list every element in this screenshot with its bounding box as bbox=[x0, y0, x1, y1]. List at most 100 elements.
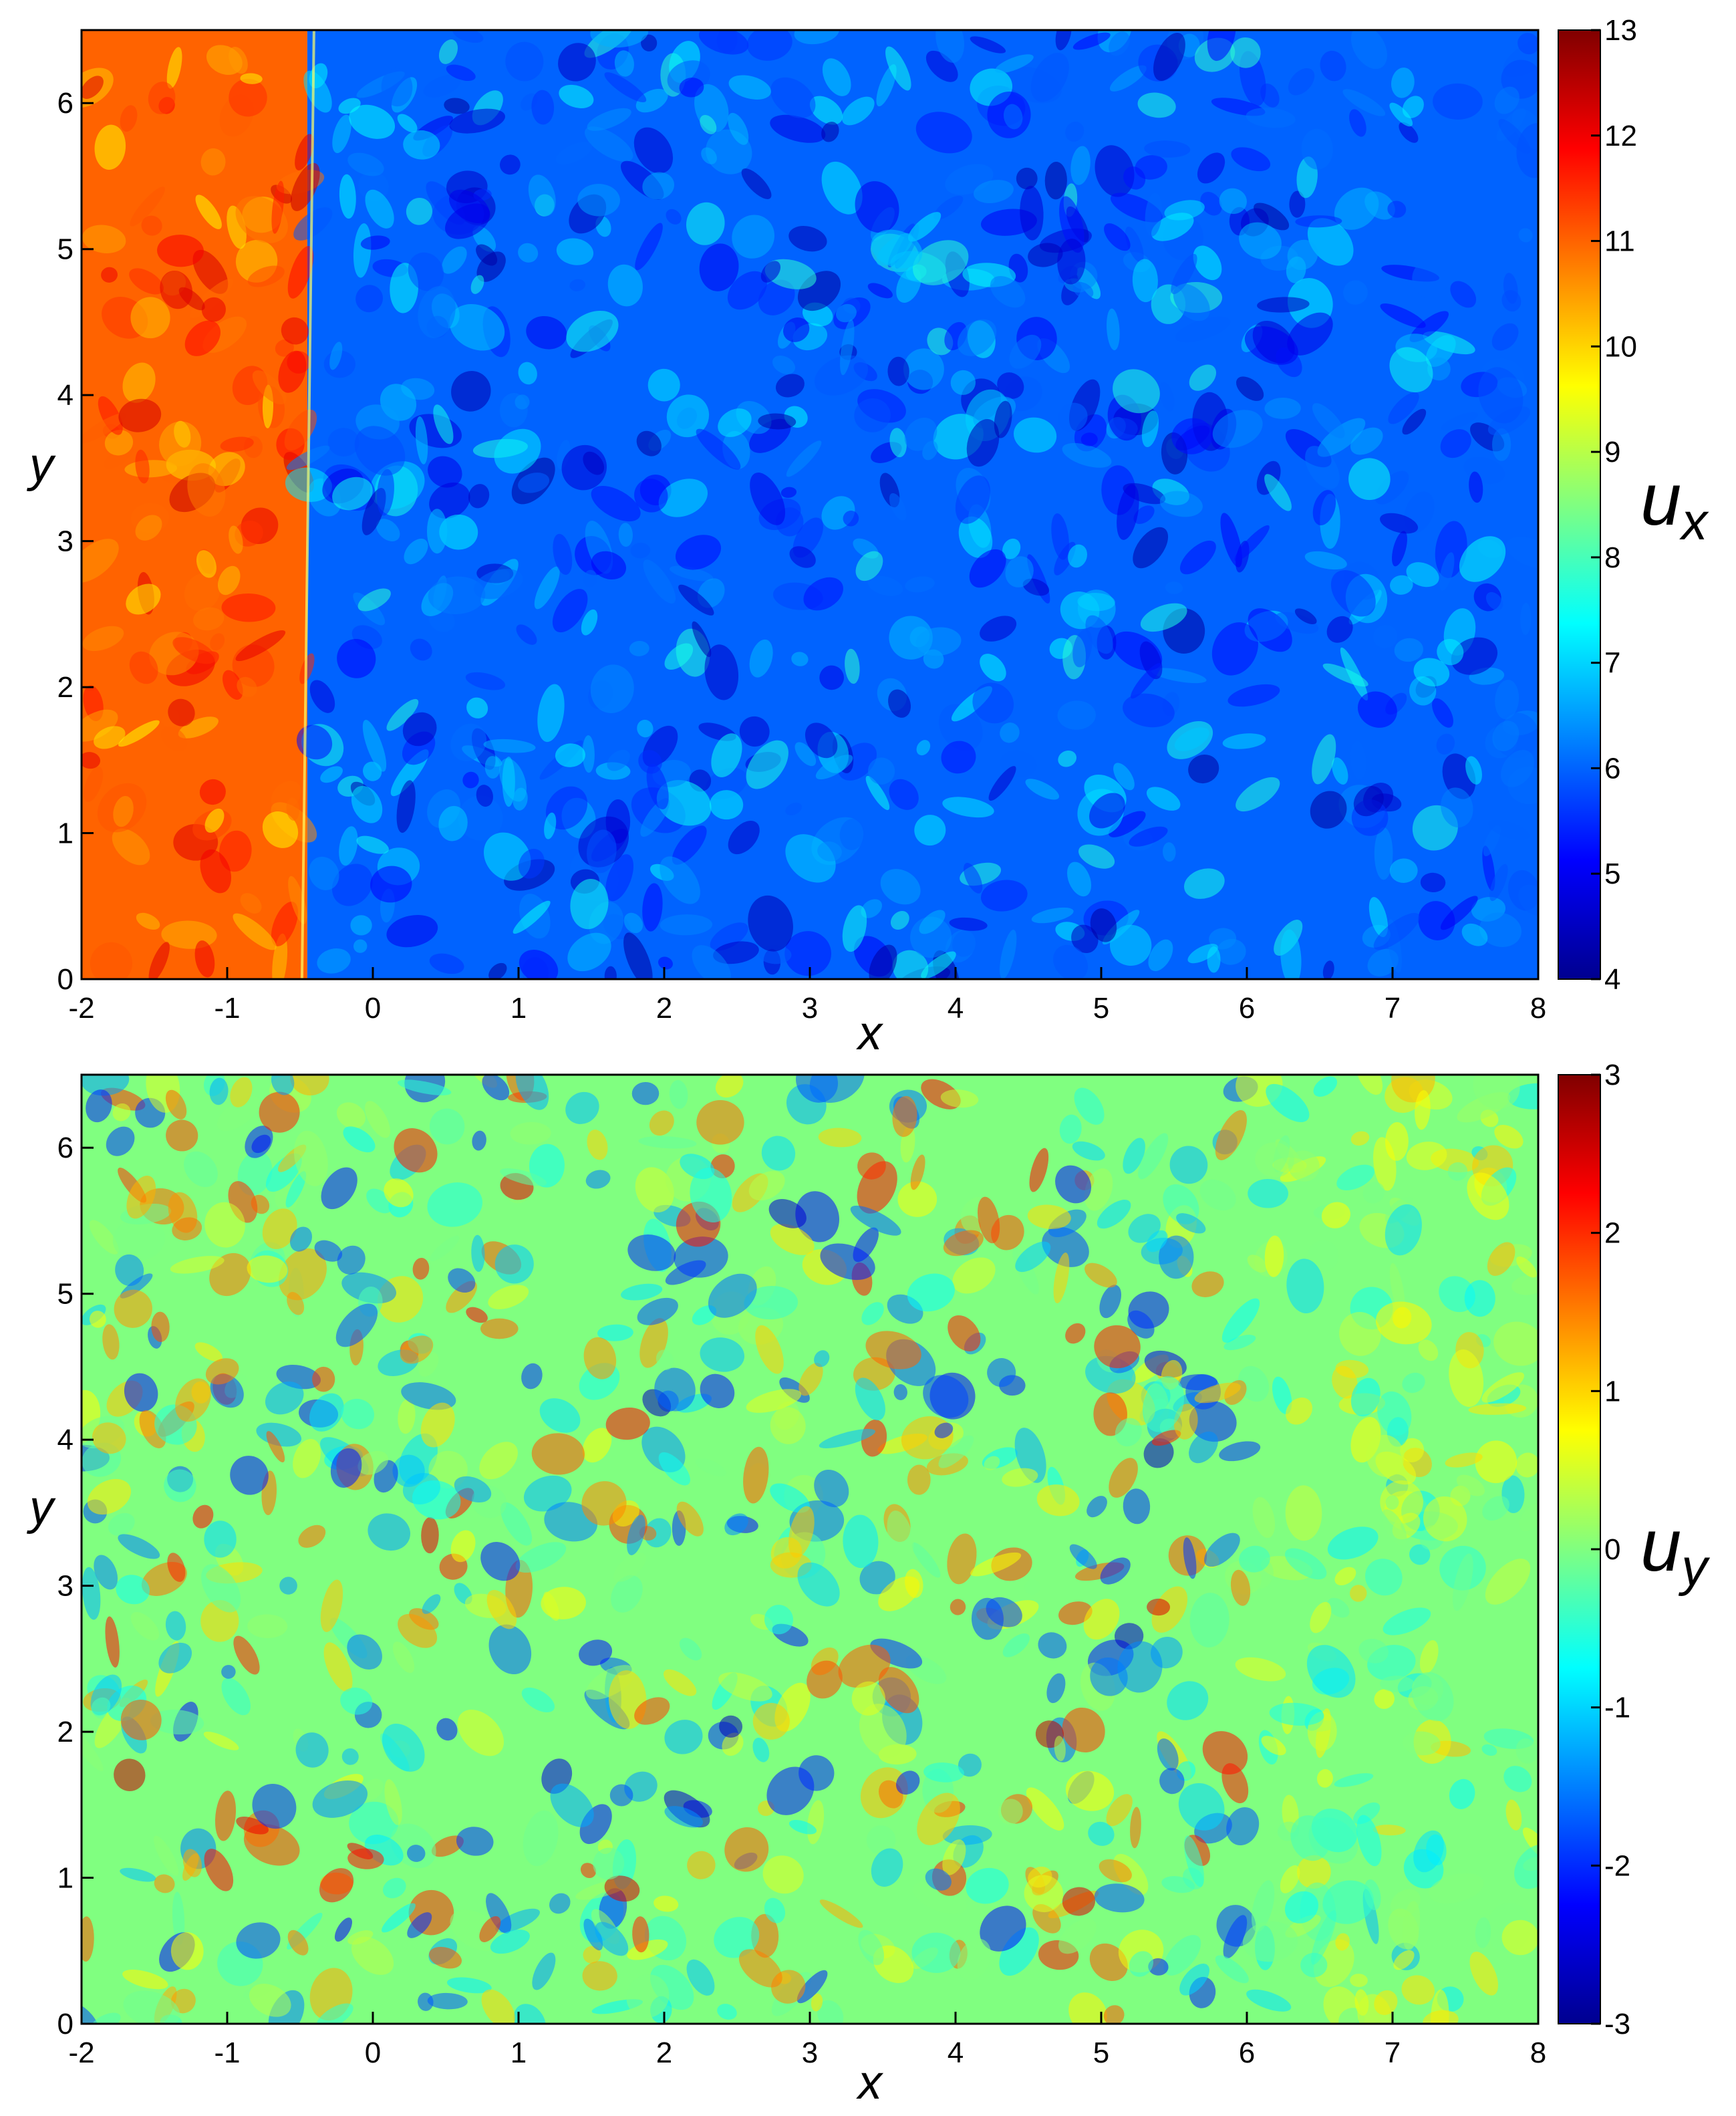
x-tick-label: 5 bbox=[1093, 992, 1109, 1025]
field-blob bbox=[952, 1257, 996, 1294]
field-blob bbox=[1467, 1172, 1509, 1220]
field-blob bbox=[1287, 239, 1318, 271]
y-tick-label: 2 bbox=[57, 1716, 74, 1748]
field-blob bbox=[925, 50, 958, 82]
field-blob bbox=[1072, 281, 1094, 299]
field-blob bbox=[431, 1835, 464, 1857]
field-blob bbox=[1364, 1879, 1381, 1911]
field-blob bbox=[583, 1946, 601, 1964]
field-blob bbox=[952, 930, 978, 957]
y-tick-label: 3 bbox=[57, 525, 74, 558]
field-blob bbox=[415, 416, 428, 465]
field-blob bbox=[1239, 222, 1282, 259]
field-blob bbox=[1485, 591, 1503, 610]
x-tick-label: 7 bbox=[1385, 2036, 1401, 2069]
field-blob bbox=[672, 825, 707, 865]
field-blob bbox=[1187, 944, 1218, 964]
field-blob bbox=[686, 1959, 715, 1996]
field-blob bbox=[1310, 1601, 1332, 1633]
field-blob bbox=[664, 1806, 704, 1828]
field-blob bbox=[1445, 1452, 1483, 1468]
field-blob bbox=[194, 940, 215, 978]
field-blob bbox=[861, 899, 883, 918]
field-blob bbox=[704, 644, 739, 700]
y-tick-label: 4 bbox=[57, 1424, 74, 1456]
field-blob bbox=[705, 767, 748, 800]
field-blob bbox=[1132, 259, 1158, 303]
field-blob bbox=[728, 75, 771, 100]
field-blob bbox=[587, 1130, 608, 1160]
field-blob bbox=[481, 1989, 515, 2024]
field-blob bbox=[295, 1732, 329, 1768]
field-blob bbox=[656, 1349, 674, 1370]
field-blob bbox=[259, 1091, 300, 1133]
field-blob bbox=[1482, 1496, 1509, 1521]
field-blob bbox=[295, 134, 314, 170]
field-blob bbox=[427, 1182, 482, 1227]
field-blob bbox=[565, 1091, 599, 1124]
field-blob bbox=[1123, 1138, 1145, 1174]
field-blob bbox=[1247, 1254, 1268, 1273]
field-blob bbox=[423, 75, 461, 98]
field-blob bbox=[636, 430, 662, 456]
field-blob bbox=[590, 664, 634, 714]
field-blob bbox=[1129, 1951, 1154, 1977]
field-blob bbox=[843, 511, 859, 527]
field-blob bbox=[626, 1974, 670, 2018]
x-tick-label: 5 bbox=[1093, 2036, 1109, 2069]
field-blob bbox=[815, 755, 853, 780]
field-blob bbox=[1461, 923, 1488, 946]
field-blob bbox=[1257, 297, 1310, 313]
field-blob bbox=[1055, 1165, 1092, 1204]
field-blob bbox=[210, 633, 225, 651]
field-blob bbox=[1191, 1271, 1224, 1297]
field-blob bbox=[609, 1784, 633, 1807]
field-blob bbox=[762, 1855, 804, 1894]
field-blob bbox=[84, 766, 104, 802]
field-blob bbox=[876, 64, 897, 107]
ux-colorbar-gradient bbox=[1558, 29, 1601, 980]
field-blob bbox=[1072, 32, 1111, 50]
field-blob bbox=[332, 114, 351, 154]
field-blob bbox=[1175, 316, 1231, 343]
field-blob bbox=[1058, 750, 1076, 767]
field-blob bbox=[336, 1102, 366, 1129]
field-blob bbox=[470, 275, 484, 294]
field-blob bbox=[1246, 108, 1296, 128]
field-blob bbox=[430, 1235, 460, 1261]
field-blob bbox=[642, 883, 663, 932]
field-blob bbox=[516, 624, 537, 645]
field-blob bbox=[1393, 1950, 1415, 1970]
field-blob bbox=[728, 112, 749, 145]
field-blob bbox=[1087, 1496, 1107, 1518]
colorbar-tick-label: 5 bbox=[1604, 857, 1620, 890]
field-blob bbox=[89, 1311, 106, 1328]
field-blob bbox=[855, 181, 899, 233]
field-blob bbox=[1030, 53, 1069, 102]
field-blob bbox=[911, 1542, 941, 1578]
field-blob bbox=[1015, 1241, 1051, 1273]
field-blob bbox=[1026, 1787, 1064, 1831]
field-blob bbox=[646, 763, 669, 810]
field-blob bbox=[309, 680, 335, 713]
field-blob bbox=[869, 944, 897, 979]
field-blob bbox=[642, 172, 675, 200]
field-blob bbox=[1038, 1632, 1067, 1659]
field-blob bbox=[711, 733, 742, 777]
field-blob bbox=[817, 841, 842, 862]
field-blob bbox=[997, 372, 1024, 399]
field-blob bbox=[1174, 727, 1209, 752]
field-blob bbox=[221, 1678, 251, 1716]
field-blob bbox=[370, 866, 412, 903]
field-blob bbox=[643, 559, 676, 604]
field-blob bbox=[1440, 896, 1478, 930]
field-blob bbox=[412, 1480, 461, 1520]
field-blob bbox=[1159, 491, 1203, 517]
field-blob bbox=[392, 1641, 415, 1674]
field-blob bbox=[1364, 191, 1395, 220]
field-blob bbox=[660, 856, 700, 904]
field-blob bbox=[809, 96, 843, 125]
field-blob bbox=[958, 516, 993, 558]
